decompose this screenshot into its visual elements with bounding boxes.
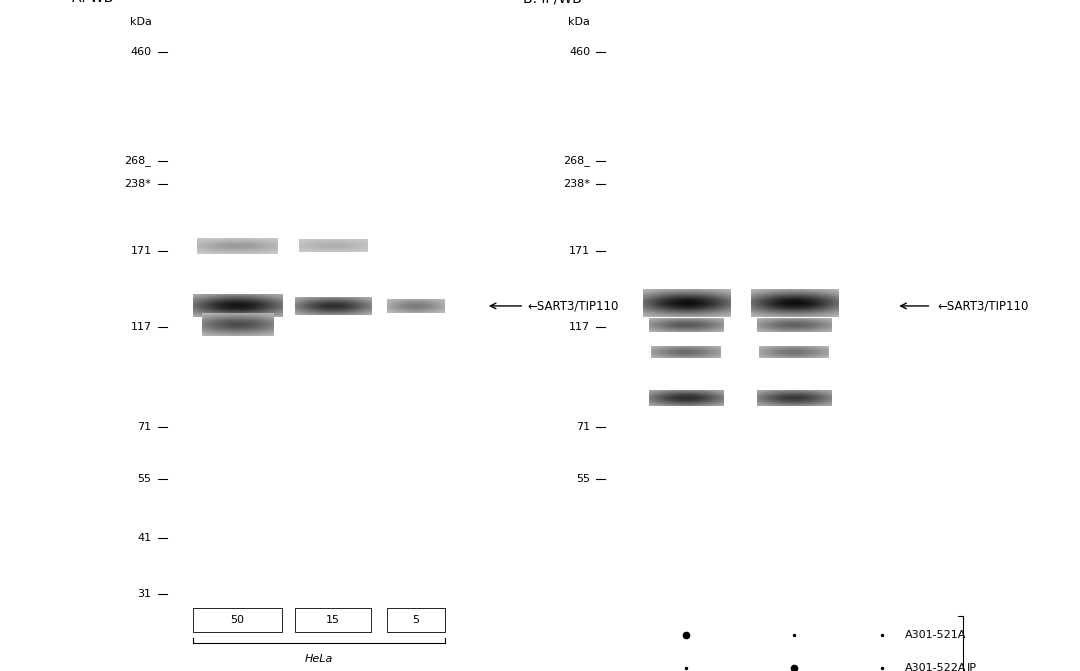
Text: B. IP/WB: B. IP/WB	[523, 0, 582, 5]
Text: A. WB: A. WB	[72, 0, 113, 5]
Text: 117: 117	[131, 322, 151, 332]
Text: A301-521A: A301-521A	[905, 630, 967, 640]
Text: 268_: 268_	[564, 155, 591, 166]
Text: kDa: kDa	[130, 17, 151, 27]
Text: 171: 171	[131, 246, 151, 256]
Text: ←SART3/TIP110: ←SART3/TIP110	[527, 299, 619, 313]
Bar	[193, 608, 282, 632]
Text: 55: 55	[577, 474, 591, 484]
Text: 460: 460	[569, 47, 591, 57]
Bar	[388, 608, 445, 632]
Text: kDa: kDa	[568, 17, 591, 27]
Text: 71: 71	[576, 423, 591, 432]
Text: 117: 117	[569, 322, 591, 332]
Text: 268_: 268_	[124, 155, 151, 166]
Text: 71: 71	[137, 423, 151, 432]
Text: 460: 460	[131, 47, 151, 57]
Text: 50: 50	[230, 615, 244, 625]
Text: 15: 15	[326, 615, 340, 625]
Text: 238*: 238*	[564, 180, 591, 189]
Text: 171: 171	[569, 246, 591, 256]
Text: 55: 55	[137, 474, 151, 484]
Text: 5: 5	[413, 615, 419, 625]
Text: 238*: 238*	[124, 180, 151, 189]
Text: HeLa: HeLa	[305, 654, 333, 664]
Text: 31: 31	[137, 589, 151, 599]
Bar	[295, 608, 372, 632]
Text: IP: IP	[967, 663, 976, 671]
Text: A301-522A: A301-522A	[905, 663, 967, 671]
Text: ←SART3/TIP110: ←SART3/TIP110	[937, 299, 1028, 313]
Text: 41: 41	[137, 533, 151, 543]
